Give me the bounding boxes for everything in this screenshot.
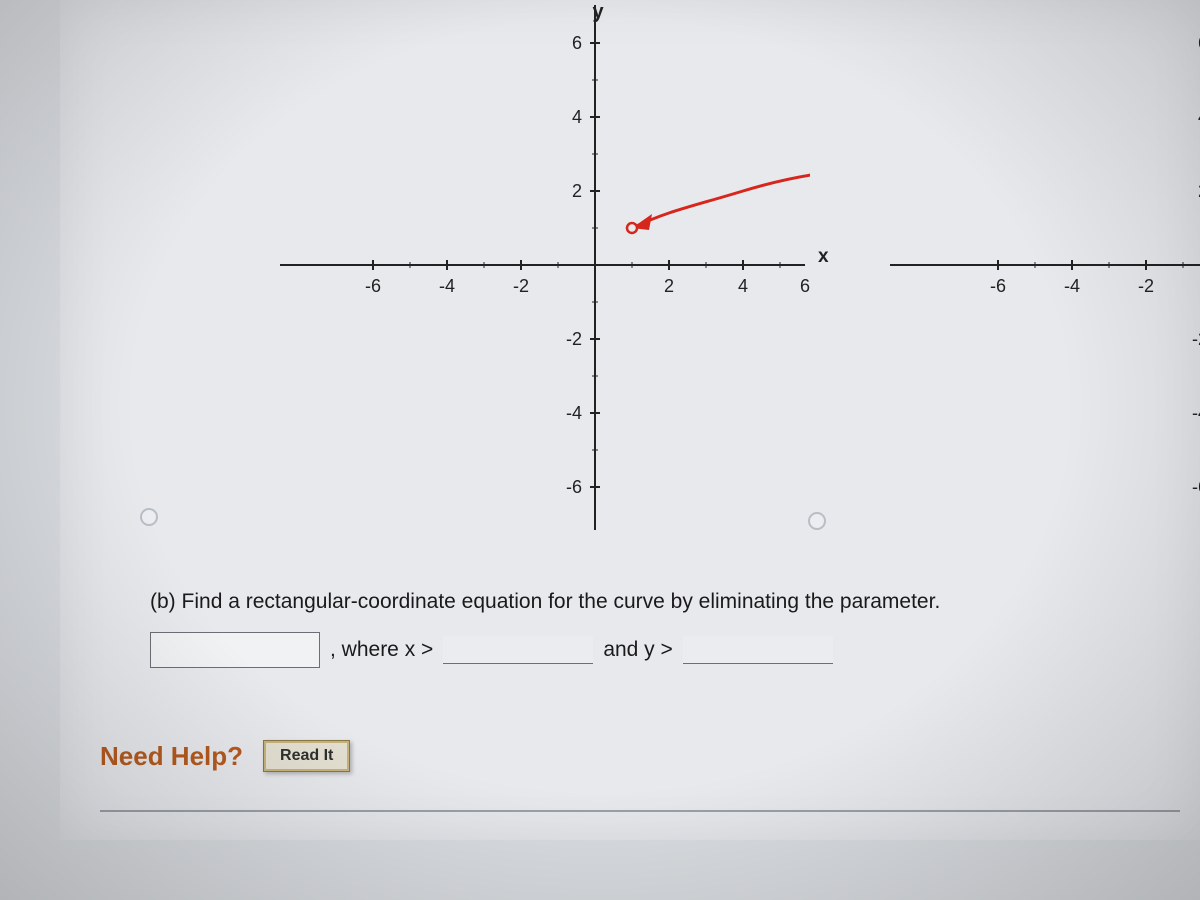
x-tick-label: -4 — [1064, 276, 1080, 296]
radio-marker[interactable] — [140, 508, 158, 526]
y-tick-label: -6 — [1192, 477, 1200, 497]
x-tick-label: 6 — [800, 276, 810, 296]
y-axis-label: y — [592, 1, 604, 23]
x-tick-label: 4 — [738, 276, 748, 296]
y-tick-label: -2 — [1192, 329, 1200, 349]
question-prompt-line: (b) Find a rectangular-coordinate equati… — [150, 590, 1180, 614]
worksheet-page: -6 -4 -2 2 4 — [60, 0, 1200, 840]
equation-input[interactable] — [150, 632, 320, 668]
y-tick-label: 4 — [572, 107, 582, 127]
y-lower-bound-input[interactable] — [683, 636, 833, 664]
x-tick-label: 2 — [664, 276, 674, 296]
graph-left: -6 -4 -2 2 4 — [250, 0, 810, 540]
section-divider — [100, 810, 1180, 812]
where-text: , where x > — [330, 638, 433, 662]
and-text: and y > — [603, 638, 672, 662]
question-part-label: (b) — [150, 590, 176, 613]
x-tick-label: -6 — [990, 276, 1006, 296]
graphs-region: -6 -4 -2 2 4 — [250, 0, 1200, 540]
question-prompt: Find a rectangular-coordinate equation f… — [182, 590, 941, 613]
question-b: (b) Find a rectangular-coordinate equati… — [150, 590, 1180, 668]
help-section: Need Help? Read It — [100, 740, 350, 772]
y-tick-label: 6 — [572, 33, 582, 53]
graph-left-svg: -6 -4 -2 2 4 — [250, 0, 810, 540]
need-help-label: Need Help? — [100, 741, 243, 772]
y-tick-label: -6 — [566, 477, 582, 497]
answer-line: , where x > and y > — [150, 632, 1180, 668]
y-tick-label: -4 — [1192, 403, 1200, 423]
parametric-curve — [632, 174, 810, 228]
x-lower-bound-input[interactable] — [443, 636, 593, 664]
radio-marker[interactable] — [808, 512, 826, 530]
read-it-button[interactable]: Read It — [263, 740, 350, 772]
y-tick-label: -4 — [566, 403, 582, 423]
graph-right-svg: -6 -4 -2 6 4 2 — [890, 0, 1200, 540]
x-axis-label-text: x — [818, 246, 829, 268]
x-tick-label: -2 — [513, 276, 529, 296]
graph-right: -6 -4 -2 6 4 2 — [890, 0, 1200, 540]
y-tick-label: 2 — [572, 181, 582, 201]
x-tick-label: -2 — [1138, 276, 1154, 296]
x-tick-label: -6 — [365, 276, 381, 296]
curve-open-endpoint — [627, 223, 637, 233]
x-tick-label: -4 — [439, 276, 455, 296]
y-tick-label: -2 — [566, 329, 582, 349]
